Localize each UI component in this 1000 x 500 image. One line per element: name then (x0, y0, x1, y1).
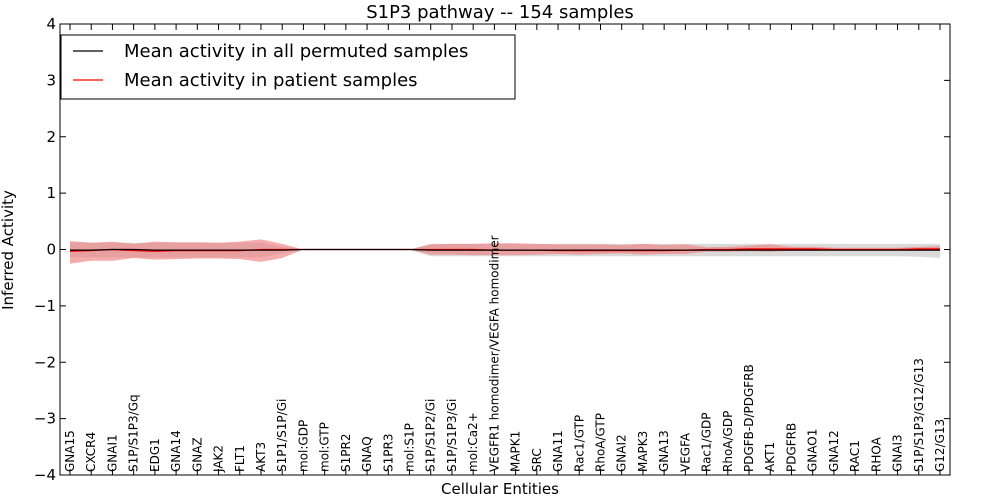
x-tick-label: GNA11 (551, 430, 565, 472)
x-tick-label: mol:GTP (318, 422, 332, 472)
x-tick-label: S1PR3 (381, 434, 395, 472)
x-tick-label: RHOA (869, 436, 883, 472)
legend-box (60, 34, 516, 100)
x-tick-label: S1P/S1P3/G12/G13 (912, 358, 926, 472)
x-tick-label: RAC1 (848, 440, 862, 472)
x-tick-label: EDG1 (148, 438, 162, 472)
x-tick-label: AKT1 (763, 442, 777, 472)
x-tick-label: MAPK1 (509, 431, 523, 472)
x-tick-label: CXCR4 (84, 432, 98, 472)
x-tick-label: RhoA/GDP (721, 411, 735, 472)
x-tick-label: GNAZ (190, 437, 204, 472)
plot-frame (59, 23, 951, 476)
x-tick-label: GNAQ (360, 436, 374, 472)
y-tick-label: 2 (46, 128, 56, 146)
y-tick-label: −4 (34, 466, 56, 484)
x-tick-label: GNA13 (657, 430, 671, 472)
y-axis: −4 −3 −2 −1 0 1 2 3 4 (34, 15, 950, 484)
x-tick-label: JAK2 (212, 445, 226, 473)
chart-title: S1P3 pathway -- 154 samples (366, 2, 634, 23)
legend: Mean activity in all permuted samples Me… (60, 34, 516, 100)
x-tick-label: S1P/S1P3/Gq (127, 394, 141, 472)
band-series-1 (70, 239, 940, 264)
legend-label-patient: Mean activity in patient samples (124, 70, 418, 91)
x-tick-label: FLT1 (233, 445, 247, 472)
x-tick-label: VEGFR1 homodimer/VEGFA homodimer (487, 235, 501, 472)
y-tick-label: −1 (34, 297, 56, 315)
x-tick-label: GNA15 (63, 430, 77, 472)
x-tick-label: GNAI2 (615, 434, 629, 472)
x-tick-label: mol:GDP (296, 420, 310, 472)
x-tick-label: S1P1/S1P/Gi (275, 399, 289, 472)
x-tick-label: GNAI3 (891, 434, 905, 472)
x-tick-label: MAPK3 (636, 431, 650, 472)
x-tick-label: GNA14 (169, 430, 183, 472)
x-tick-label: GNAO1 (806, 429, 820, 472)
x-tick-label: GNA12 (827, 430, 841, 472)
x-tick-label: S1PR2 (339, 434, 353, 472)
x-tick-label: S1P/S1P2/Gi (424, 399, 438, 472)
mean-lines (69, 248, 940, 252)
y-tick-label: 3 (46, 71, 56, 89)
x-tick-label: G12/G13 (933, 419, 947, 472)
y-tick-label: 4 (46, 15, 56, 33)
x-tick-label: mol:Ca2+ (466, 412, 480, 472)
line-series-0 (70, 248, 940, 251)
y-tick-label: −3 (34, 410, 56, 428)
x-tick-label: Rac1/GTP (572, 415, 586, 472)
x-tick-label: Rac1/GDP (700, 413, 714, 472)
x-tick-label: GNAI1 (105, 434, 119, 472)
x-tick-label: mol:S1P (403, 423, 417, 472)
confidence-bands (70, 239, 940, 264)
x-tick-label: SRC (530, 448, 544, 472)
x-axis: GNA15 CXCR4 GNAI1 S1P/S1P3/Gq EDG1 GNA14 GNAZ J… (63, 24, 947, 475)
y-tick-label: 1 (46, 184, 56, 202)
x-tick-label: PDGFB-D/PDGFRB (742, 364, 756, 472)
y-axis-label: Inferred Activity (0, 190, 17, 310)
x-tick-label: VEGFA (678, 432, 692, 472)
legend-label-permuted: Mean activity in all permuted samples (124, 41, 468, 62)
x-tick-label: AKT3 (254, 442, 268, 472)
y-tick-label: 0 (46, 241, 56, 259)
y-tick-label: −2 (34, 353, 56, 371)
x-tick-label: RhoA/GTP (594, 413, 608, 472)
x-axis-label: Cellular Entities (441, 480, 559, 498)
x-tick-label: S1P/S1P3/Gi (445, 399, 459, 472)
x-tick-label: PDGFRB (785, 423, 799, 472)
